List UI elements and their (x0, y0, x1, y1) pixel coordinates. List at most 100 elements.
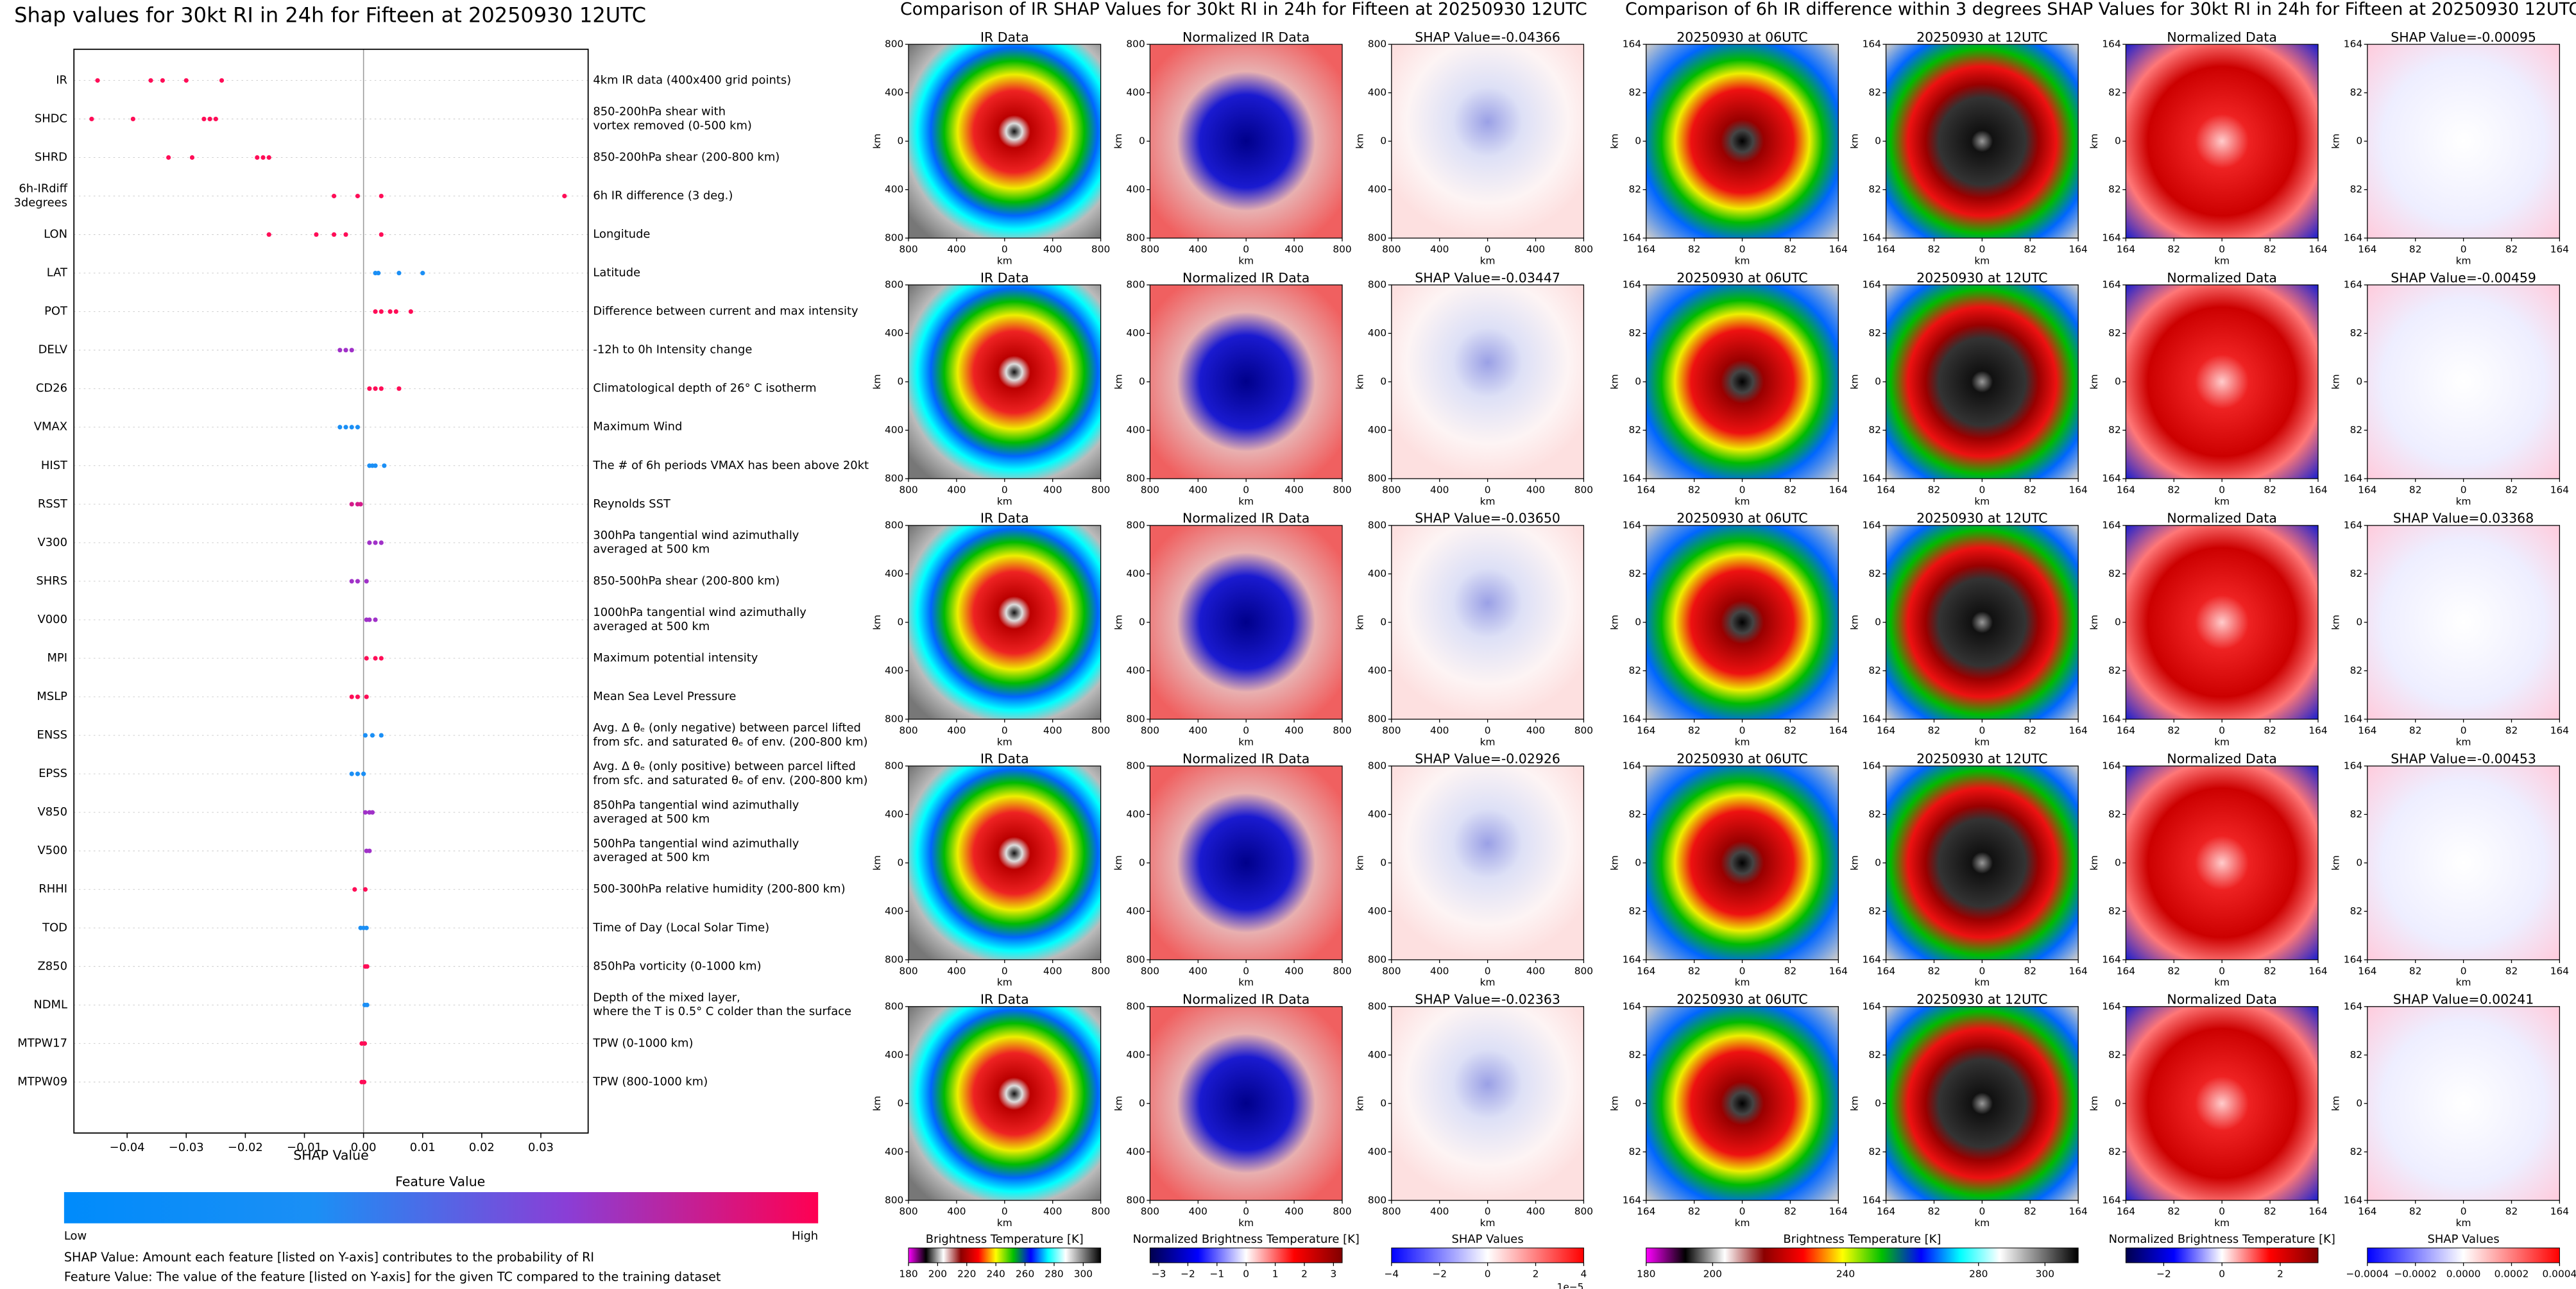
y-tick-label: 0 (1380, 857, 1386, 868)
y-tick-label: 82 (2350, 808, 2363, 820)
shap-dot (382, 463, 387, 468)
x-tick-label: 400 (1526, 244, 1545, 255)
y-tick-label: 164 (1623, 760, 1641, 771)
colorbar-tick-label: −0.0002 (2394, 1268, 2437, 1279)
feature-description: Difference between current and max inten… (593, 305, 858, 318)
chart-title: Shap values for 30kt RI in 24h for Fifte… (14, 3, 646, 28)
feature-description: 850-200hPa shear with (593, 105, 726, 119)
panel-title: Normalized Data (2167, 270, 2277, 286)
colorbar-tick-label: 200 (1703, 1268, 1722, 1279)
y-tick-label: 164 (2102, 38, 2120, 50)
x-tick-label: 800 (899, 724, 917, 736)
panel-image (1391, 285, 1584, 479)
y-tick-label: 82 (1628, 1049, 1641, 1061)
colorbar-tick-label: 180 (1637, 1268, 1655, 1279)
panel-image (2126, 285, 2318, 479)
y-tick-label: 0 (2356, 1097, 2362, 1109)
feature-description: TPW (0-1000 km) (592, 1036, 693, 1050)
y-tick-label: 800 (885, 1000, 903, 1012)
panel-image (908, 44, 1101, 239)
shap-dot (373, 540, 378, 545)
feature-description: Avg. Δ θₑ (only positive) between parcel… (593, 760, 855, 773)
x-axis-label: km (1480, 977, 1496, 988)
y-tick-label: 400 (885, 905, 903, 917)
y-axis-label: km (2088, 1096, 2100, 1111)
note: Feature Value: The value of the feature … (64, 1270, 721, 1285)
shap-dot (364, 694, 369, 699)
y-tick-label: 800 (885, 1194, 903, 1206)
x-axis-label: km (1480, 736, 1496, 747)
x-tick-label: 800 (899, 965, 917, 977)
y-tick-label: 82 (2350, 665, 2363, 676)
x-tick-label: 400 (1526, 1206, 1545, 1217)
y-tick-label: 82 (1868, 808, 1881, 820)
feature-name: NDML (33, 998, 67, 1011)
x-tick-label: 400 (1189, 965, 1207, 977)
y-tick-label: 400 (1126, 1049, 1145, 1061)
y-tick-label: 400 (885, 1049, 903, 1061)
y-tick-label: 800 (1126, 473, 1145, 484)
x-axis-label: km (997, 255, 1012, 266)
x-tick-label: 400 (1043, 965, 1062, 977)
colorbar-offset: 1e−5 (1557, 1281, 1584, 1289)
colorbar-tick-label: −3 (1152, 1268, 1166, 1279)
x-tick-label: 82 (2024, 724, 2036, 736)
colorbar (64, 1192, 819, 1224)
y-tick-label: 400 (1368, 808, 1386, 820)
feature-description: 850-500hPa shear (200-800 km) (593, 574, 780, 588)
panel-title: Normalized Data (2167, 992, 2277, 1007)
x-tick-label: 164 (1829, 244, 1848, 255)
panel-title: IR Data (980, 270, 1029, 286)
feature-name: CD26 (36, 382, 67, 395)
y-tick-label: 164 (2344, 953, 2362, 965)
y-tick-label: 0 (1875, 857, 1881, 868)
x-tick-label: −0.01 (287, 1141, 322, 1154)
x-tick-label: 800 (1141, 965, 1159, 977)
shap-dot (349, 771, 354, 776)
shap-dot (201, 116, 207, 122)
feature-name: VMAX (34, 420, 67, 434)
y-tick-label: 800 (1126, 1194, 1145, 1206)
shap-dot (148, 78, 153, 83)
y-tick-label: 800 (1368, 713, 1386, 724)
y-tick-label: 400 (885, 568, 903, 579)
plot-frame (73, 48, 589, 1134)
shap-dot (352, 887, 357, 892)
y-tick-label: 164 (1863, 713, 1881, 724)
feature-description: averaged at 500 km (593, 812, 710, 826)
y-tick-label: 164 (2344, 760, 2362, 771)
y-axis-label: km (2330, 133, 2342, 149)
colorbar-low: Low (64, 1229, 87, 1243)
y-tick-label: 0 (898, 135, 904, 147)
y-tick-label: 82 (1628, 808, 1641, 820)
x-tick-label: 400 (1284, 724, 1303, 736)
feature-description: 1000hPa tangential wind azimuthally (593, 606, 806, 619)
y-tick-label: 82 (1628, 184, 1641, 195)
x-tick-label: 164 (2068, 484, 2087, 495)
x-tick-label: 164 (2550, 1206, 2569, 1217)
y-tick-label: 800 (1126, 232, 1145, 244)
x-tick-label: 82 (2264, 244, 2276, 255)
y-tick-label: 82 (1868, 87, 1881, 98)
x-tick-label: 800 (1091, 244, 1110, 255)
y-tick-label: 82 (1868, 1049, 1881, 1061)
colorbar-tick-label: −2 (1181, 1268, 1195, 1279)
y-tick-label: 82 (1868, 665, 1881, 676)
x-tick-label: 0 (1002, 965, 1008, 977)
x-tick-label: 164 (1877, 724, 1895, 736)
x-tick-label: 0 (2219, 965, 2225, 977)
feature-name: RHHI (38, 882, 67, 896)
y-tick-label: 164 (2102, 1000, 2120, 1012)
panel-image (2126, 1006, 2318, 1200)
x-tick-label: 800 (1574, 724, 1593, 736)
feature-name: LAT (47, 266, 67, 280)
y-axis-label: km (871, 855, 883, 871)
note: SHAP Value: Amount each feature [listed … (64, 1250, 594, 1265)
feature-name: V500 (38, 844, 67, 857)
feature-description: averaged at 500 km (593, 543, 710, 556)
y-tick-label: 164 (1623, 1000, 1641, 1012)
x-axis-label: km (1480, 255, 1496, 266)
x-tick-label: 82 (1784, 724, 1797, 736)
y-tick-label: 0 (1875, 376, 1881, 388)
